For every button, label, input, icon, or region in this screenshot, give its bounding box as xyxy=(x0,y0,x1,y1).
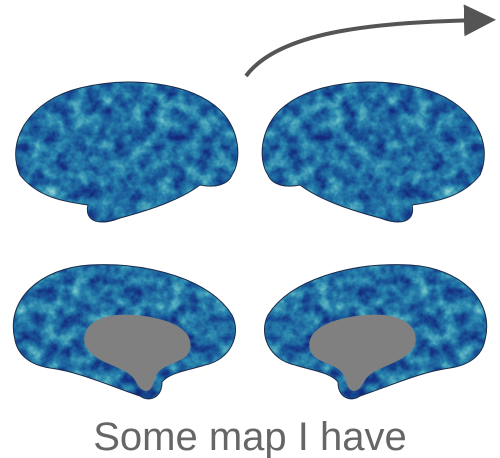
arrow xyxy=(244,4,496,78)
right-medial-hemisphere xyxy=(263,264,488,400)
caption: Some map I have xyxy=(93,415,407,458)
left-lateral-hemisphere xyxy=(15,81,239,223)
left-medial-hemisphere xyxy=(12,264,237,400)
right-lateral-hemisphere xyxy=(261,81,485,223)
